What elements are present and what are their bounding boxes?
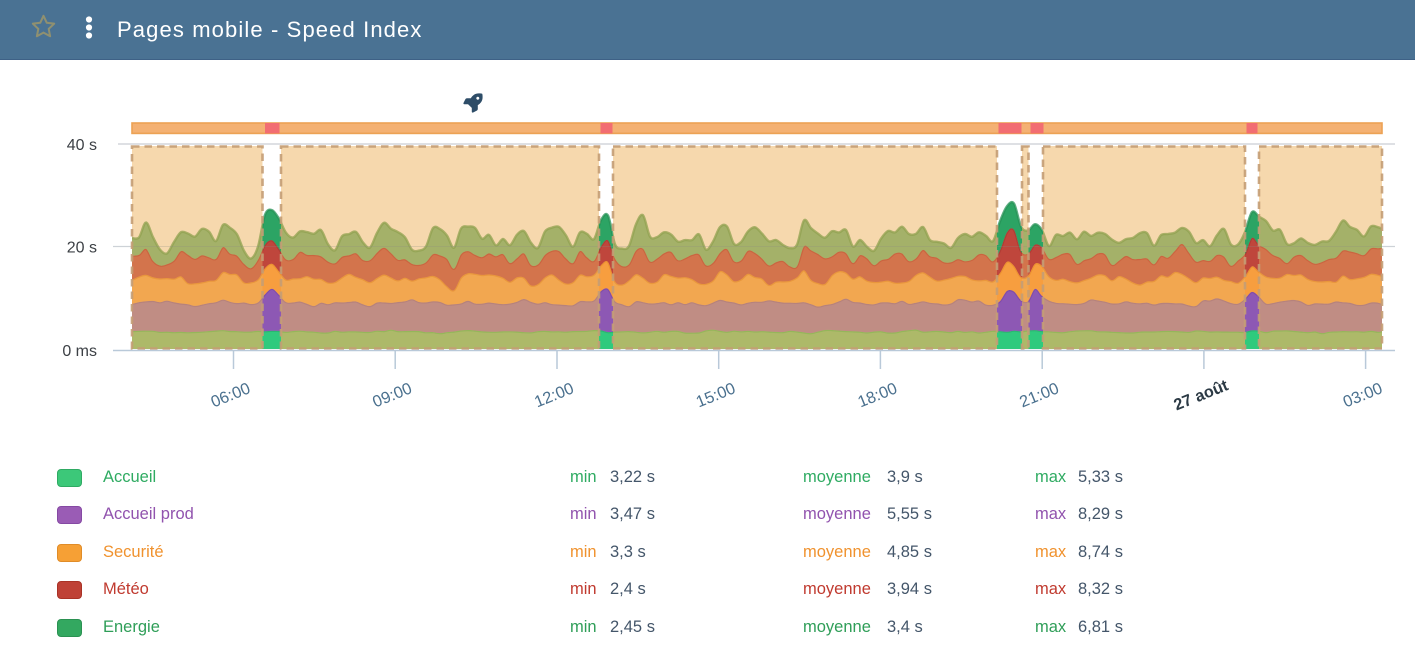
svg-text:03:00: 03:00 [1340,379,1385,411]
svg-text:40 s: 40 s [67,137,97,154]
svg-text:27 août: 27 août [1171,376,1231,414]
svg-text:20 s: 20 s [67,240,97,257]
svg-text:06:00: 06:00 [208,379,253,411]
svg-text:15:00: 15:00 [694,379,739,411]
svg-text:09:00: 09:00 [370,379,415,411]
svg-text:21:00: 21:00 [1017,379,1062,411]
svg-text:18:00: 18:00 [855,379,900,411]
svg-text:12:00: 12:00 [532,379,577,411]
svg-text:0 ms: 0 ms [62,343,97,360]
